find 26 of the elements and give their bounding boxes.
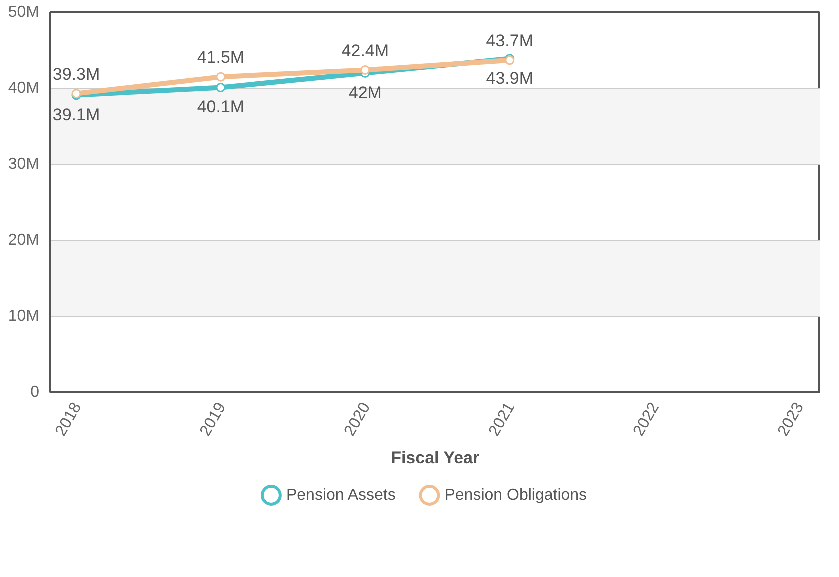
- y-tick-label: 10M: [8, 308, 40, 325]
- y-tick-label: 0: [30, 384, 40, 401]
- data-label: 39.1M: [52, 105, 100, 124]
- y-tick-label: 20M: [8, 232, 40, 249]
- data-label: 42.4M: [342, 41, 390, 60]
- data-label: 40.1M: [197, 98, 245, 117]
- legend-label: Pension Assets: [286, 487, 396, 504]
- data-label: 42M: [348, 83, 382, 102]
- data-label: 41.5M: [197, 48, 245, 68]
- x-axis-title: Fiscal Year: [391, 448, 480, 468]
- data-label: 43.7M: [486, 31, 534, 50]
- x-tick-label: 2018: [52, 400, 86, 440]
- y-tick-label: 50M: [8, 4, 40, 21]
- x-tick-label: 2021: [486, 400, 519, 440]
- x-tick-label: 2019: [197, 400, 230, 440]
- legend-label: Pension Obligations: [444, 487, 588, 504]
- point: [216, 72, 226, 82]
- x-tick-label: 2020: [342, 400, 374, 440]
- y-tick-label: 40M: [8, 80, 40, 97]
- data-label: 39.3M: [52, 64, 100, 84]
- data-label: 43.9M: [486, 68, 534, 88]
- point: [360, 66, 370, 75]
- point: [216, 83, 226, 92]
- x-tick-label: 2023: [775, 400, 808, 440]
- x-tick-label: 2022: [630, 400, 664, 440]
- y-tick-label: 30M: [8, 156, 40, 173]
